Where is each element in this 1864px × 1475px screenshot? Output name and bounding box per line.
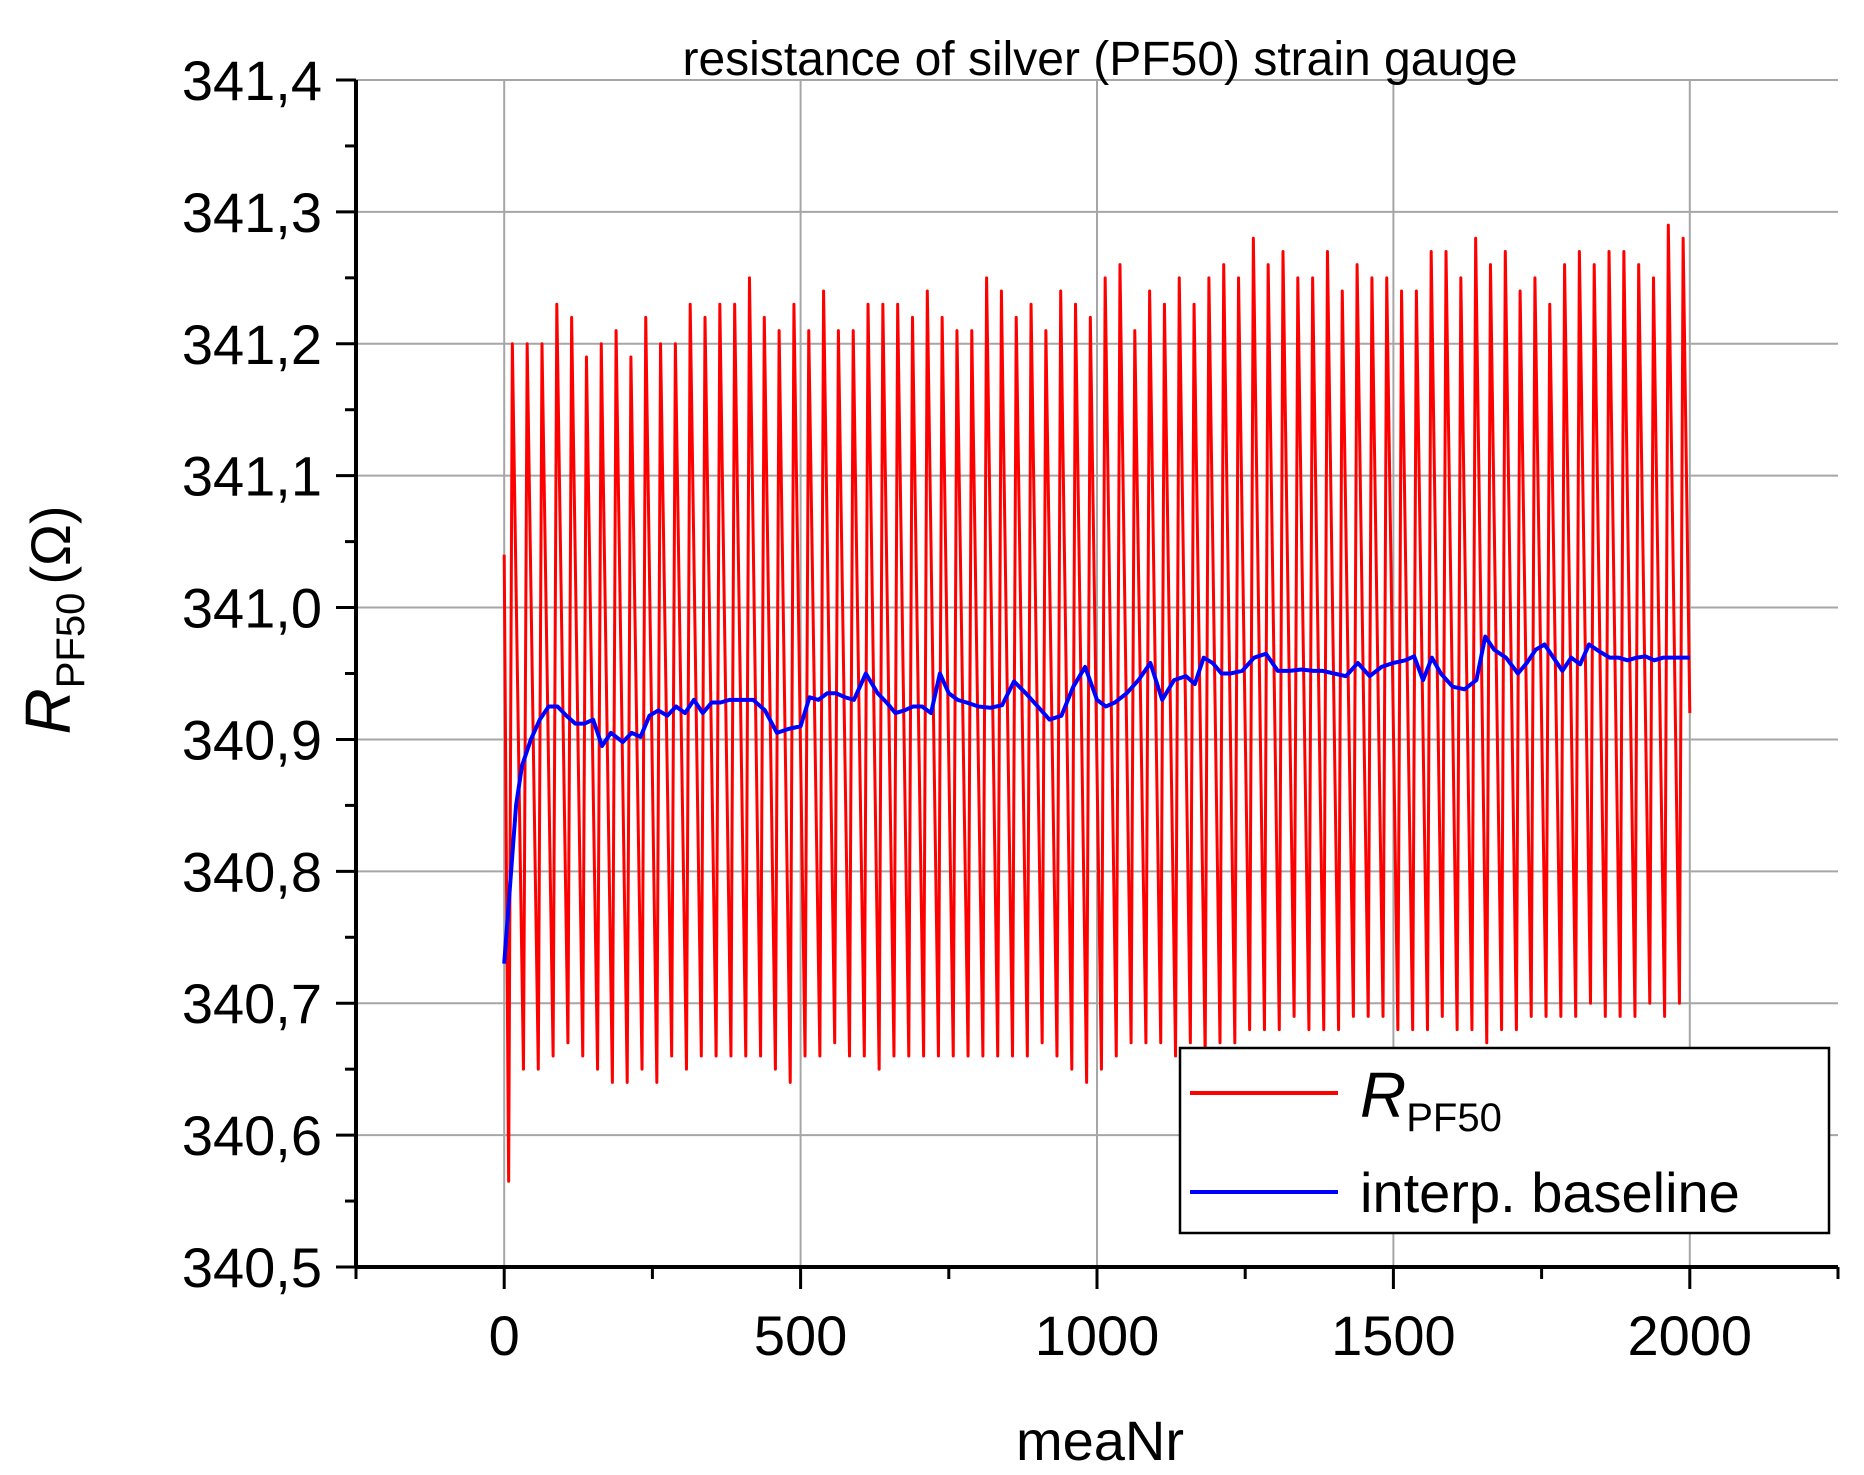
legend-label-rpf50-subscript: PF50 [1406,1096,1502,1140]
legend: RPF50 interp. baseline [1178,1046,1831,1235]
x-axis-label: meaNr [1016,1409,1184,1472]
y-axis-label-unit: (Ω) [19,506,82,585]
chart-title: resistance of silver (PF50) strain gauge [682,33,1517,86]
y-tick-label: 340,7 [182,972,322,1035]
legend-label-rpf50-symbol: R [1360,1059,1406,1131]
y-tick-label: 340,6 [182,1104,322,1167]
y-tick-label: 341,0 [182,577,322,640]
y-tick-label: 340,5 [182,1236,322,1299]
x-tick-label: 0 [489,1304,520,1367]
y-axis-label-symbol: R [12,688,84,734]
legend-label-rpf50: RPF50 [1360,1059,1502,1140]
series-line-1 [502,634,1690,964]
y-tick-label: 340,9 [182,708,322,771]
y-axis-label-subscript: PF50 [49,593,93,689]
y-tick-label: 341,3 [182,181,322,244]
axes [336,78,1840,1289]
x-tick-label: 1500 [1331,1304,1456,1367]
x-tick-label: 500 [754,1304,847,1367]
x-tick-labels: 0 500 1000 1500 2000 [489,1304,1752,1367]
y-tick-labels: 340,5 340,6 340,7 340,8 340,9 341,0 341,1 341,2… [182,49,322,1299]
legend-label-baseline: interp. baseline [1360,1161,1740,1224]
y-tick-label: 341,2 [182,313,322,376]
plot-series [502,223,1692,1183]
y-tick-label: 341,1 [182,445,322,508]
x-tick-label: 2000 [1628,1304,1753,1367]
y-tick-label: 341,4 [182,49,322,112]
y-axis-label: RPF50 (Ω) [12,506,93,735]
series-1 [502,634,1690,964]
x-tick-label: 1000 [1035,1304,1160,1367]
y-tick-label: 340,8 [182,840,322,903]
legend-box [1178,1046,1831,1235]
